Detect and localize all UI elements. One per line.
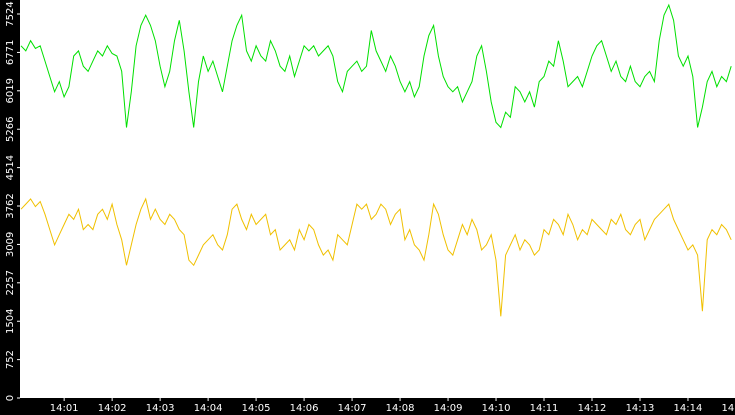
x-tick-label: 14:05	[242, 403, 271, 414]
y-tick-label: 5266	[5, 117, 16, 142]
y-tick-label: 1504	[5, 309, 16, 334]
x-tick-label: 14:07	[338, 403, 367, 414]
y-tick-label: 3762	[5, 193, 16, 218]
series-line	[20, 197, 732, 317]
y-tick-label: 752	[5, 350, 16, 369]
x-tick-label: 14:10	[482, 403, 511, 414]
y-tick-label: 6019	[5, 78, 16, 103]
x-tick-label: 14:11	[530, 403, 559, 414]
y-tick-label: 3009	[5, 232, 16, 257]
y-tick-label: 6771	[5, 40, 16, 65]
x-tick-label: 14:13	[626, 403, 655, 414]
y-axis-strip	[0, 0, 20, 415]
x-tick-label: 14:15	[722, 403, 735, 414]
y-tick-label: 0	[5, 395, 16, 401]
x-tick-label: 14:01	[50, 403, 79, 414]
x-tick-label: 14:04	[194, 403, 223, 414]
x-tick-label: 14:12	[578, 403, 607, 414]
x-axis-strip	[0, 398, 735, 415]
y-tick-label: 7524	[5, 1, 16, 26]
y-tick-label: 2257	[5, 270, 16, 295]
x-tick-label: 14:14	[674, 403, 703, 414]
x-tick-label: 14:06	[290, 403, 319, 414]
series-line	[20, 3, 732, 129]
x-tick-label: 14:03	[146, 403, 175, 414]
x-tick-label: 14:02	[98, 403, 127, 414]
x-tick-label: 14:08	[386, 403, 415, 414]
y-tick-label: 4514	[5, 155, 16, 180]
x-tick-label: 14:09	[434, 403, 463, 414]
